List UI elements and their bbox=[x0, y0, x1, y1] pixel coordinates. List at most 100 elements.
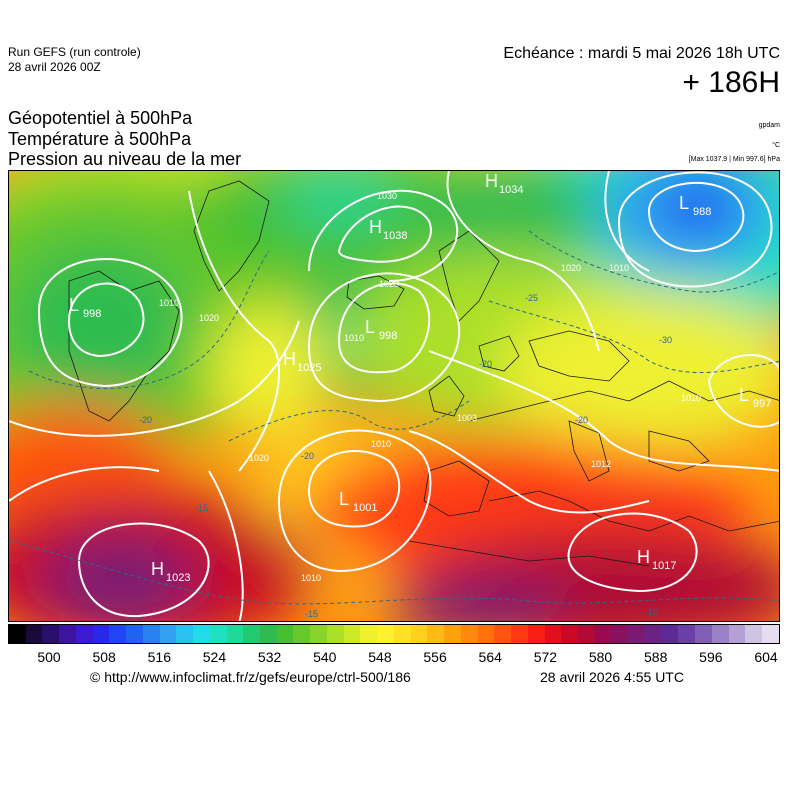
colorbar-tick-label: 524 bbox=[202, 649, 227, 665]
isobar-label: 1010 bbox=[609, 263, 629, 273]
colorbar-swatch bbox=[326, 625, 344, 643]
isotherm-label: -10 bbox=[645, 607, 658, 617]
pressure-center-low-1: L 988 bbox=[679, 193, 711, 218]
colorbar-swatch bbox=[276, 625, 294, 643]
svg-text:1034: 1034 bbox=[499, 184, 523, 196]
svg-text:1025: 1025 bbox=[297, 362, 321, 374]
parameter-temperature: Température à 500hPa bbox=[8, 129, 192, 149]
colorbar-swatch bbox=[611, 625, 629, 643]
svg-text:L: L bbox=[69, 295, 79, 315]
svg-text:H: H bbox=[283, 349, 296, 369]
isobar-labels: 1030 1020 1010 1020 1010 1020 1010 1010 … bbox=[159, 191, 701, 583]
svg-text:1038: 1038 bbox=[383, 230, 407, 242]
colorbar-swatch bbox=[142, 625, 160, 643]
svg-text:998: 998 bbox=[83, 308, 101, 320]
colorbar-swatch bbox=[762, 625, 779, 643]
isotherm-label: -30 bbox=[659, 335, 672, 345]
colorbar-tick-label: 556 bbox=[423, 649, 447, 665]
forecast-map: H 1034 L 988 H 1038 L 998 L 998 bbox=[8, 170, 780, 622]
colorbar-swatch bbox=[360, 625, 378, 643]
colorbar-swatch bbox=[427, 625, 445, 643]
svg-text:1017: 1017 bbox=[652, 560, 676, 572]
generation-timestamp: 28 avril 2026 4:55 UTC bbox=[540, 669, 684, 685]
colorbar-swatch bbox=[544, 625, 562, 643]
colorbar-swatch bbox=[661, 625, 679, 643]
pressure-center-high-4: H 1023 bbox=[151, 559, 190, 584]
colorbar-tick-label: 516 bbox=[147, 649, 171, 665]
isotherm-label: -20 bbox=[139, 415, 152, 425]
isotherm-label: -15 bbox=[195, 503, 208, 513]
unit-celsius: °C bbox=[772, 142, 780, 149]
parameter-geopotential: Géopotentiel à 500hPa bbox=[8, 108, 193, 128]
pressure-max-min: [Max 1037.9 | Min 997.6] hPa bbox=[688, 156, 780, 163]
colorbar-tick-label: 604 bbox=[754, 649, 778, 665]
colorbar-swatch bbox=[728, 625, 746, 643]
colorbar-swatch bbox=[243, 625, 261, 643]
svg-text:998: 998 bbox=[379, 330, 397, 342]
colorbar-tick-label: 500 bbox=[37, 649, 61, 665]
colorbar-swatch bbox=[126, 625, 143, 643]
colorbar-tick-label: 588 bbox=[644, 649, 668, 665]
colorbar-swatch bbox=[745, 625, 763, 643]
forecast-valid-time: Echéance : mardi 5 mai 2026 18h UTC bbox=[503, 45, 780, 62]
temperature-field bbox=[9, 171, 779, 621]
run-date: 28 avril 2026 00Z bbox=[8, 60, 101, 74]
isobar-label: 1020 bbox=[379, 279, 399, 289]
colorbar-swatch bbox=[527, 625, 545, 643]
colorbar-swatch bbox=[678, 625, 696, 643]
pressure-center-low-4: L 997 bbox=[739, 385, 771, 410]
svg-text:L: L bbox=[339, 489, 349, 509]
colorbar-swatch bbox=[343, 625, 361, 643]
temperature-labels: -30 -20 -20 -20 -15 -15 -25 -20 -10 bbox=[139, 293, 672, 619]
colorbar-tick-label: 572 bbox=[533, 649, 558, 665]
svg-text:L: L bbox=[739, 385, 749, 405]
colorbar-swatch bbox=[511, 625, 528, 643]
pressure-centers: H 1034 L 988 H 1038 L 998 L 998 bbox=[69, 171, 771, 584]
pressure-center-high-5: H 1017 bbox=[637, 547, 676, 572]
colorbar-swatch bbox=[9, 625, 26, 643]
colorbar-swatch bbox=[42, 625, 60, 643]
isobar-label: 1020 bbox=[199, 313, 219, 323]
colorbar-swatch bbox=[293, 625, 311, 643]
colorbar-swatch bbox=[711, 625, 729, 643]
map-canvas: H 1034 L 988 H 1038 L 998 L 998 bbox=[9, 171, 779, 621]
colorbar-swatch bbox=[310, 625, 327, 643]
isotherm-label: -20 bbox=[301, 451, 314, 461]
colorbar-swatch bbox=[59, 625, 76, 643]
pressure-center-low-2: L 998 bbox=[69, 295, 101, 320]
isobar-label: 1010 bbox=[681, 393, 701, 403]
svg-text:997: 997 bbox=[753, 398, 771, 410]
isotherm-label: -15 bbox=[305, 609, 318, 619]
colorbar-ticks: 500 508 516 524 532 540 548 556 564 572 580 588 596 6… bbox=[8, 649, 780, 667]
isotherm-label: -20 bbox=[479, 359, 492, 369]
colorbar-swatch bbox=[477, 625, 495, 643]
colorbar-swatch bbox=[393, 625, 411, 643]
isobar-label: 1020 bbox=[249, 453, 269, 463]
colorbar-swatch bbox=[561, 625, 578, 643]
colorbar-tick-label: 596 bbox=[699, 649, 723, 665]
colorbar-swatch bbox=[176, 625, 194, 643]
colorbar-swatch bbox=[644, 625, 662, 643]
colorbar-tick-label: 580 bbox=[588, 649, 613, 665]
colorbar bbox=[8, 624, 780, 644]
svg-text:L: L bbox=[679, 193, 689, 213]
colorbar-tick-label: 564 bbox=[478, 649, 502, 665]
colorbar-swatch bbox=[628, 625, 645, 643]
pressure-center-low-5: L 1001 bbox=[339, 489, 377, 514]
colorbar-swatch bbox=[92, 625, 110, 643]
colorbar-swatch bbox=[209, 625, 227, 643]
isobar-label: 1012 bbox=[591, 459, 611, 469]
colorbar-swatch bbox=[260, 625, 277, 643]
colorbar-swatch bbox=[159, 625, 177, 643]
lead-time: + 186H bbox=[682, 66, 780, 99]
isobar-label: 1003 bbox=[457, 413, 477, 423]
parameter-mslp: Pression au niveau de la mer bbox=[8, 149, 242, 169]
svg-text:H: H bbox=[637, 547, 650, 567]
colorbar-swatch bbox=[109, 625, 127, 643]
colorbar-swatch bbox=[25, 625, 43, 643]
run-title: Run GEFS (run controle) bbox=[8, 45, 141, 59]
isobar-label: 1010 bbox=[301, 573, 321, 583]
colorbar-swatch bbox=[460, 625, 478, 643]
colorbar-swatch bbox=[444, 625, 461, 643]
svg-text:H: H bbox=[369, 217, 382, 237]
